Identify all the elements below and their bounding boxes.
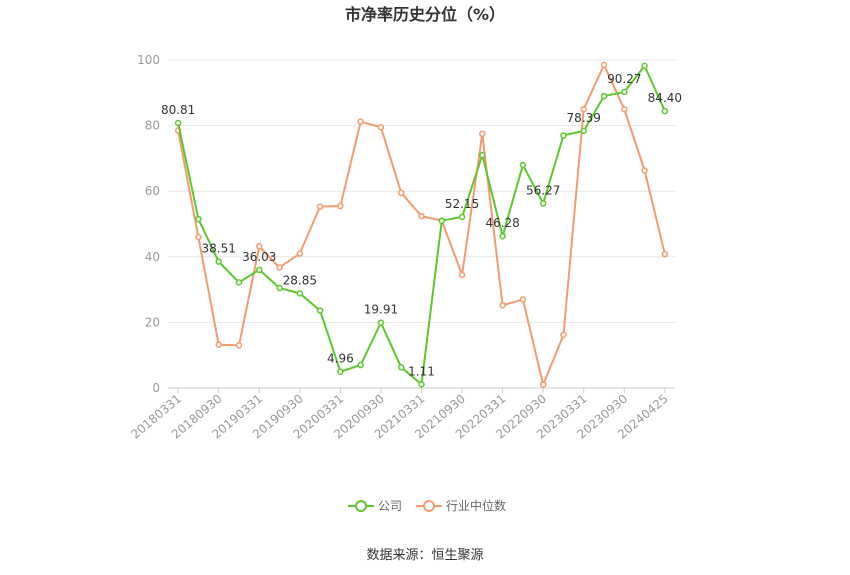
data-point — [539, 200, 547, 207]
data-point — [235, 279, 243, 286]
data-point — [235, 342, 243, 349]
y-tick-label: 40 — [145, 250, 160, 264]
data-point — [276, 284, 283, 292]
data-point — [499, 232, 506, 240]
data-point — [276, 264, 283, 271]
legend-item-1[interactable]: 行业中位数 — [416, 498, 506, 513]
grid — [168, 59, 675, 323]
data-point — [560, 132, 567, 139]
chart-title: 市净率历史分位（%） — [345, 5, 505, 24]
data-label: 36.03 — [242, 250, 276, 264]
data-source: 数据来源：恒生聚源 — [366, 548, 483, 563]
y-tick-label: 20 — [145, 315, 160, 329]
data-point — [195, 215, 202, 223]
data-label: 90.27 — [607, 72, 641, 86]
data-point — [174, 119, 182, 127]
data-point — [256, 266, 263, 274]
data-point — [458, 271, 466, 279]
data-point — [519, 296, 527, 303]
legend-swatch-marker — [423, 500, 435, 512]
data-label: 19.91 — [364, 303, 398, 317]
data-point — [357, 118, 364, 125]
data-point — [215, 341, 222, 348]
legend-swatch-marker — [355, 500, 367, 512]
data-point — [580, 105, 587, 113]
legend[interactable]: 公司 行业中位数 — [348, 498, 506, 513]
data-label: 38.51 — [202, 242, 236, 256]
data-point — [458, 213, 466, 221]
y-tick-label: 100 — [137, 53, 160, 67]
data-point — [539, 381, 547, 388]
data-point — [479, 130, 486, 138]
data-point — [600, 92, 608, 100]
data-point — [377, 319, 385, 326]
data-point — [418, 212, 425, 220]
x-axis: 2018033120180930201903312019093020200331… — [128, 387, 675, 442]
data-label: 52.15 — [445, 197, 479, 211]
data-point — [377, 123, 385, 131]
data-label: 80.81 — [161, 103, 195, 117]
data-point — [296, 250, 304, 257]
data-point — [621, 105, 628, 113]
data-point — [397, 189, 405, 197]
data-point — [600, 61, 608, 69]
data-label: 78.39 — [567, 111, 601, 125]
data-point — [580, 127, 587, 135]
data-labels: 80.81 38.51 36.03 28.85 4.96 19.91 1.11 52.15 46… — [161, 72, 682, 378]
data-point — [479, 151, 486, 159]
data-point — [316, 203, 324, 210]
data-point — [438, 217, 446, 224]
data-point — [519, 161, 527, 169]
data-point — [357, 361, 364, 369]
y-tick-label: 80 — [145, 119, 160, 133]
data-point — [337, 202, 344, 210]
data-point — [621, 88, 628, 96]
data-label: 1.11 — [408, 364, 435, 378]
legend-label: 行业中位数 — [446, 498, 506, 513]
data-point — [397, 364, 405, 371]
data-label: 56.27 — [526, 183, 560, 197]
data-point — [641, 62, 648, 70]
data-point — [661, 107, 669, 115]
data-point — [499, 302, 506, 309]
data-label: 28.85 — [283, 273, 317, 287]
data-point — [195, 233, 202, 241]
data-label: 4.96 — [327, 352, 354, 366]
data-point — [296, 290, 304, 297]
data-point — [337, 368, 344, 375]
y-tick-label: 60 — [145, 184, 160, 198]
data-point — [316, 307, 324, 314]
data-label: 84.40 — [648, 91, 682, 105]
data-point — [215, 258, 222, 265]
data-point — [418, 381, 425, 388]
y-axis: 0 20 40 60 80 100 — [137, 53, 160, 395]
legend-label: 公司 — [378, 499, 402, 513]
data-label: 46.28 — [485, 216, 519, 230]
series-group — [174, 61, 669, 388]
y-tick-label: 0 — [152, 381, 160, 395]
data-point — [641, 167, 648, 174]
legend-item-0[interactable]: 公司 — [348, 499, 402, 513]
data-point — [256, 243, 263, 250]
data-point — [661, 250, 669, 258]
data-point — [560, 331, 567, 339]
